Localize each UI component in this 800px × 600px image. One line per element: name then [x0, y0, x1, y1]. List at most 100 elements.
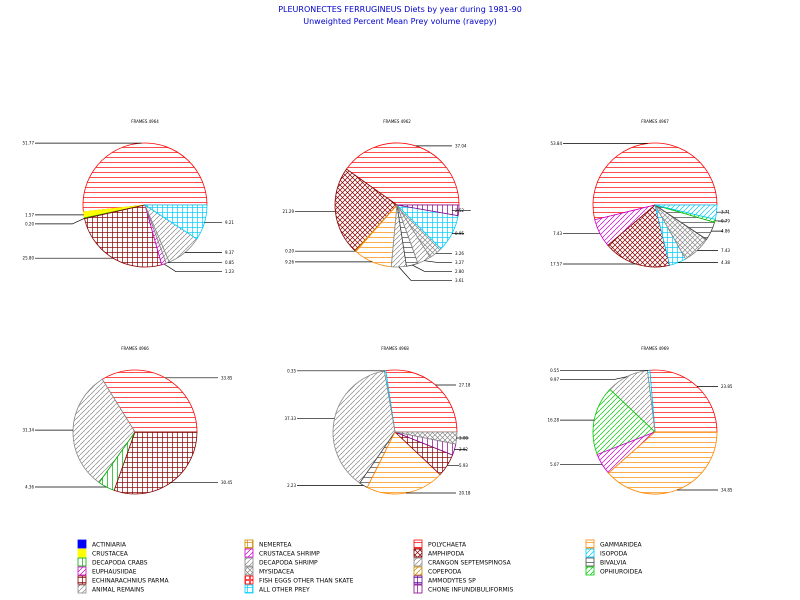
slice-value-label: 2.92 [459, 447, 468, 452]
legend-label: ISOPODA [600, 551, 628, 558]
leader-line [35, 217, 85, 225]
legend-item-amphipoda: AMPHIPODA [413, 548, 465, 558]
slice-value-label: 20.18 [459, 491, 471, 496]
slice-value-label: 0.20 [25, 221, 34, 226]
slice-value-label: 27.18 [459, 382, 471, 387]
pie-title: FRAMES 4962 [383, 119, 411, 124]
slice-value-label: 31.34 [23, 428, 35, 433]
legend-swatch [77, 575, 87, 585]
pie-slice-gammaridea [366, 431, 441, 495]
legend-item-chone-infundibuliformis: CHONE INFUNDIBULIFORMIS [413, 584, 513, 594]
slice-value-label: 4.86 [721, 229, 730, 234]
slice-value-label: 1.23 [225, 269, 234, 274]
slice-value-label: 0.35 [287, 368, 296, 373]
legend-item-echinarachnius-parma: ECHINARACHNIUS PARMA [77, 575, 170, 585]
legend-label: COPEPODA [428, 569, 462, 576]
slice-value-label: 25.80 [23, 256, 35, 261]
pie-slice-animal-remains [72, 378, 136, 484]
legend-swatch [585, 557, 595, 567]
legend-item-polychaeta: POLYCHAETA [413, 539, 467, 549]
slice-value-label: 7.43 [553, 231, 562, 236]
slice-value-label: 0.20 [285, 249, 294, 254]
pie-slice-polychaeta [101, 369, 198, 433]
pie-slice-echinarachnius-parma [113, 431, 198, 495]
slice-value-label: 51.77 [23, 141, 35, 146]
legend-swatch [244, 584, 254, 594]
pie-slice-polychaeta [649, 369, 718, 433]
legend-label: POLYCHAETA [428, 542, 467, 549]
legend-swatch [585, 566, 595, 576]
slice-value-label: 23.85 [721, 384, 733, 389]
legend-item-actiniaria: ACTINIARIA [77, 539, 127, 549]
legend-label: DECAPODA SHRIMP [259, 560, 318, 567]
legend-label: ALL OTHER PREY [259, 587, 310, 594]
pies-layer: FRAMES 4964 51.77 1.57 0.20 25.80 9.21 9.37 0.8… [23, 119, 733, 496]
slice-value-label: 30.45 [221, 480, 233, 485]
pie-4: FRAMES 4966 31.34 4.36 33.85 30.45 [23, 346, 233, 495]
legend-swatch [413, 566, 423, 576]
slice-value-label: 37.04 [455, 143, 467, 148]
slice-value-label: 33.85 [221, 375, 233, 380]
legend-swatch [244, 575, 254, 585]
leader-line [398, 266, 452, 281]
pie-slice-isopoda [654, 204, 718, 220]
slice-value-label: 2.80 [455, 269, 464, 274]
slice-value-label: 3.26 [455, 251, 464, 256]
chart-subtitle: Unweighted Percent Mean Prey volume (rav… [303, 17, 497, 26]
slice-value-label: 7.43 [721, 248, 730, 253]
legend-swatch [244, 557, 254, 567]
legend-label: NEMERTEA [259, 542, 292, 549]
legend-label: AMPHIPODA [428, 551, 465, 558]
pie-slice-polychaeta [82, 142, 208, 213]
pie-5: FRAMES 4968 0.35 37.33 2.23 27.18 3.08 2.92 5.9… [285, 346, 471, 496]
pie-slice-amphipoda [607, 204, 671, 268]
legend-swatch [413, 557, 423, 567]
slice-value-label: 5.93 [459, 463, 468, 468]
pie-title: FRAMES 4968 [381, 346, 409, 351]
legend-swatch [77, 584, 87, 594]
legend-label: EUPHAUSIIDAE [92, 569, 137, 576]
legend-item-bivalvia: BIVALVIA [585, 557, 627, 567]
legend-item-ophiuroidea: OPHIUROIDEA [585, 566, 643, 576]
leader-line [560, 376, 628, 380]
legend-swatch [413, 548, 423, 558]
legend-item-euphausiidae: EUPHAUSIIDAE [77, 566, 137, 576]
slice-value-label: 3.61 [455, 278, 464, 283]
legend-label: CRANGON SEPTEMSPINOSA [428, 560, 512, 567]
legend-swatch [585, 539, 595, 549]
legend-swatch [77, 566, 87, 576]
legend-label: BIVALVIA [600, 560, 627, 567]
pie-slice-ophiuroidea [592, 388, 656, 456]
slice-value-label: 5.07 [550, 462, 559, 467]
legend-item-copepoda: COPEPODA [413, 566, 462, 576]
slice-value-label: 3.27 [455, 260, 464, 265]
slice-value-label: 0.55 [550, 368, 559, 373]
slice-value-label: 34.85 [721, 487, 733, 492]
legend-swatch [413, 539, 423, 549]
legend-swatch [77, 539, 87, 549]
legend-label: OPHIUROIDEA [600, 569, 643, 576]
pie-title: FRAMES 4967 [641, 119, 669, 124]
legend-swatch [244, 566, 254, 576]
legend-label: FISH EGGS OTHER THAN SKATE [259, 578, 354, 585]
legend-label: CRUSTACEA SHRIMP [259, 551, 320, 558]
slice-value-label: 37.33 [285, 416, 297, 421]
slice-value-label: 16.28 [548, 418, 560, 423]
legend-label: CHONE INFUNDIBULIFORMIS [428, 587, 513, 594]
legend-item-crangon-septemspinosa: CRANGON SEPTEMSPINOSA [413, 557, 512, 567]
pie-slice-echinarachnius-parma [84, 204, 163, 268]
pie-2: FRAMES 4962 21.29 0.20 9.26 37.04 2.52 8.95 3.2… [283, 119, 471, 283]
legend-label: ACTINIARIA [92, 542, 127, 549]
legend-item-fish-eggs-other-than-skate: FISH EGGS OTHER THAN SKATE [244, 575, 354, 585]
pie-slice-polychaeta [592, 142, 718, 221]
legend-label: ANIMAL REMAINS [92, 587, 144, 594]
legend-swatch [77, 557, 87, 567]
slice-value-label: 0.79 [721, 219, 730, 224]
legend-swatch [77, 548, 87, 558]
slice-value-label: 21.29 [283, 209, 295, 214]
legend-swatch [244, 539, 254, 549]
pie-title: FRAMES 4969 [641, 346, 669, 351]
slice-value-label: 9.97 [550, 377, 559, 382]
legend-item-decapoda-crabs: DECAPODA CRABS [77, 557, 148, 567]
chart-title: PLEURONECTES FERRUGINEUS Diets by year d… [278, 5, 522, 14]
